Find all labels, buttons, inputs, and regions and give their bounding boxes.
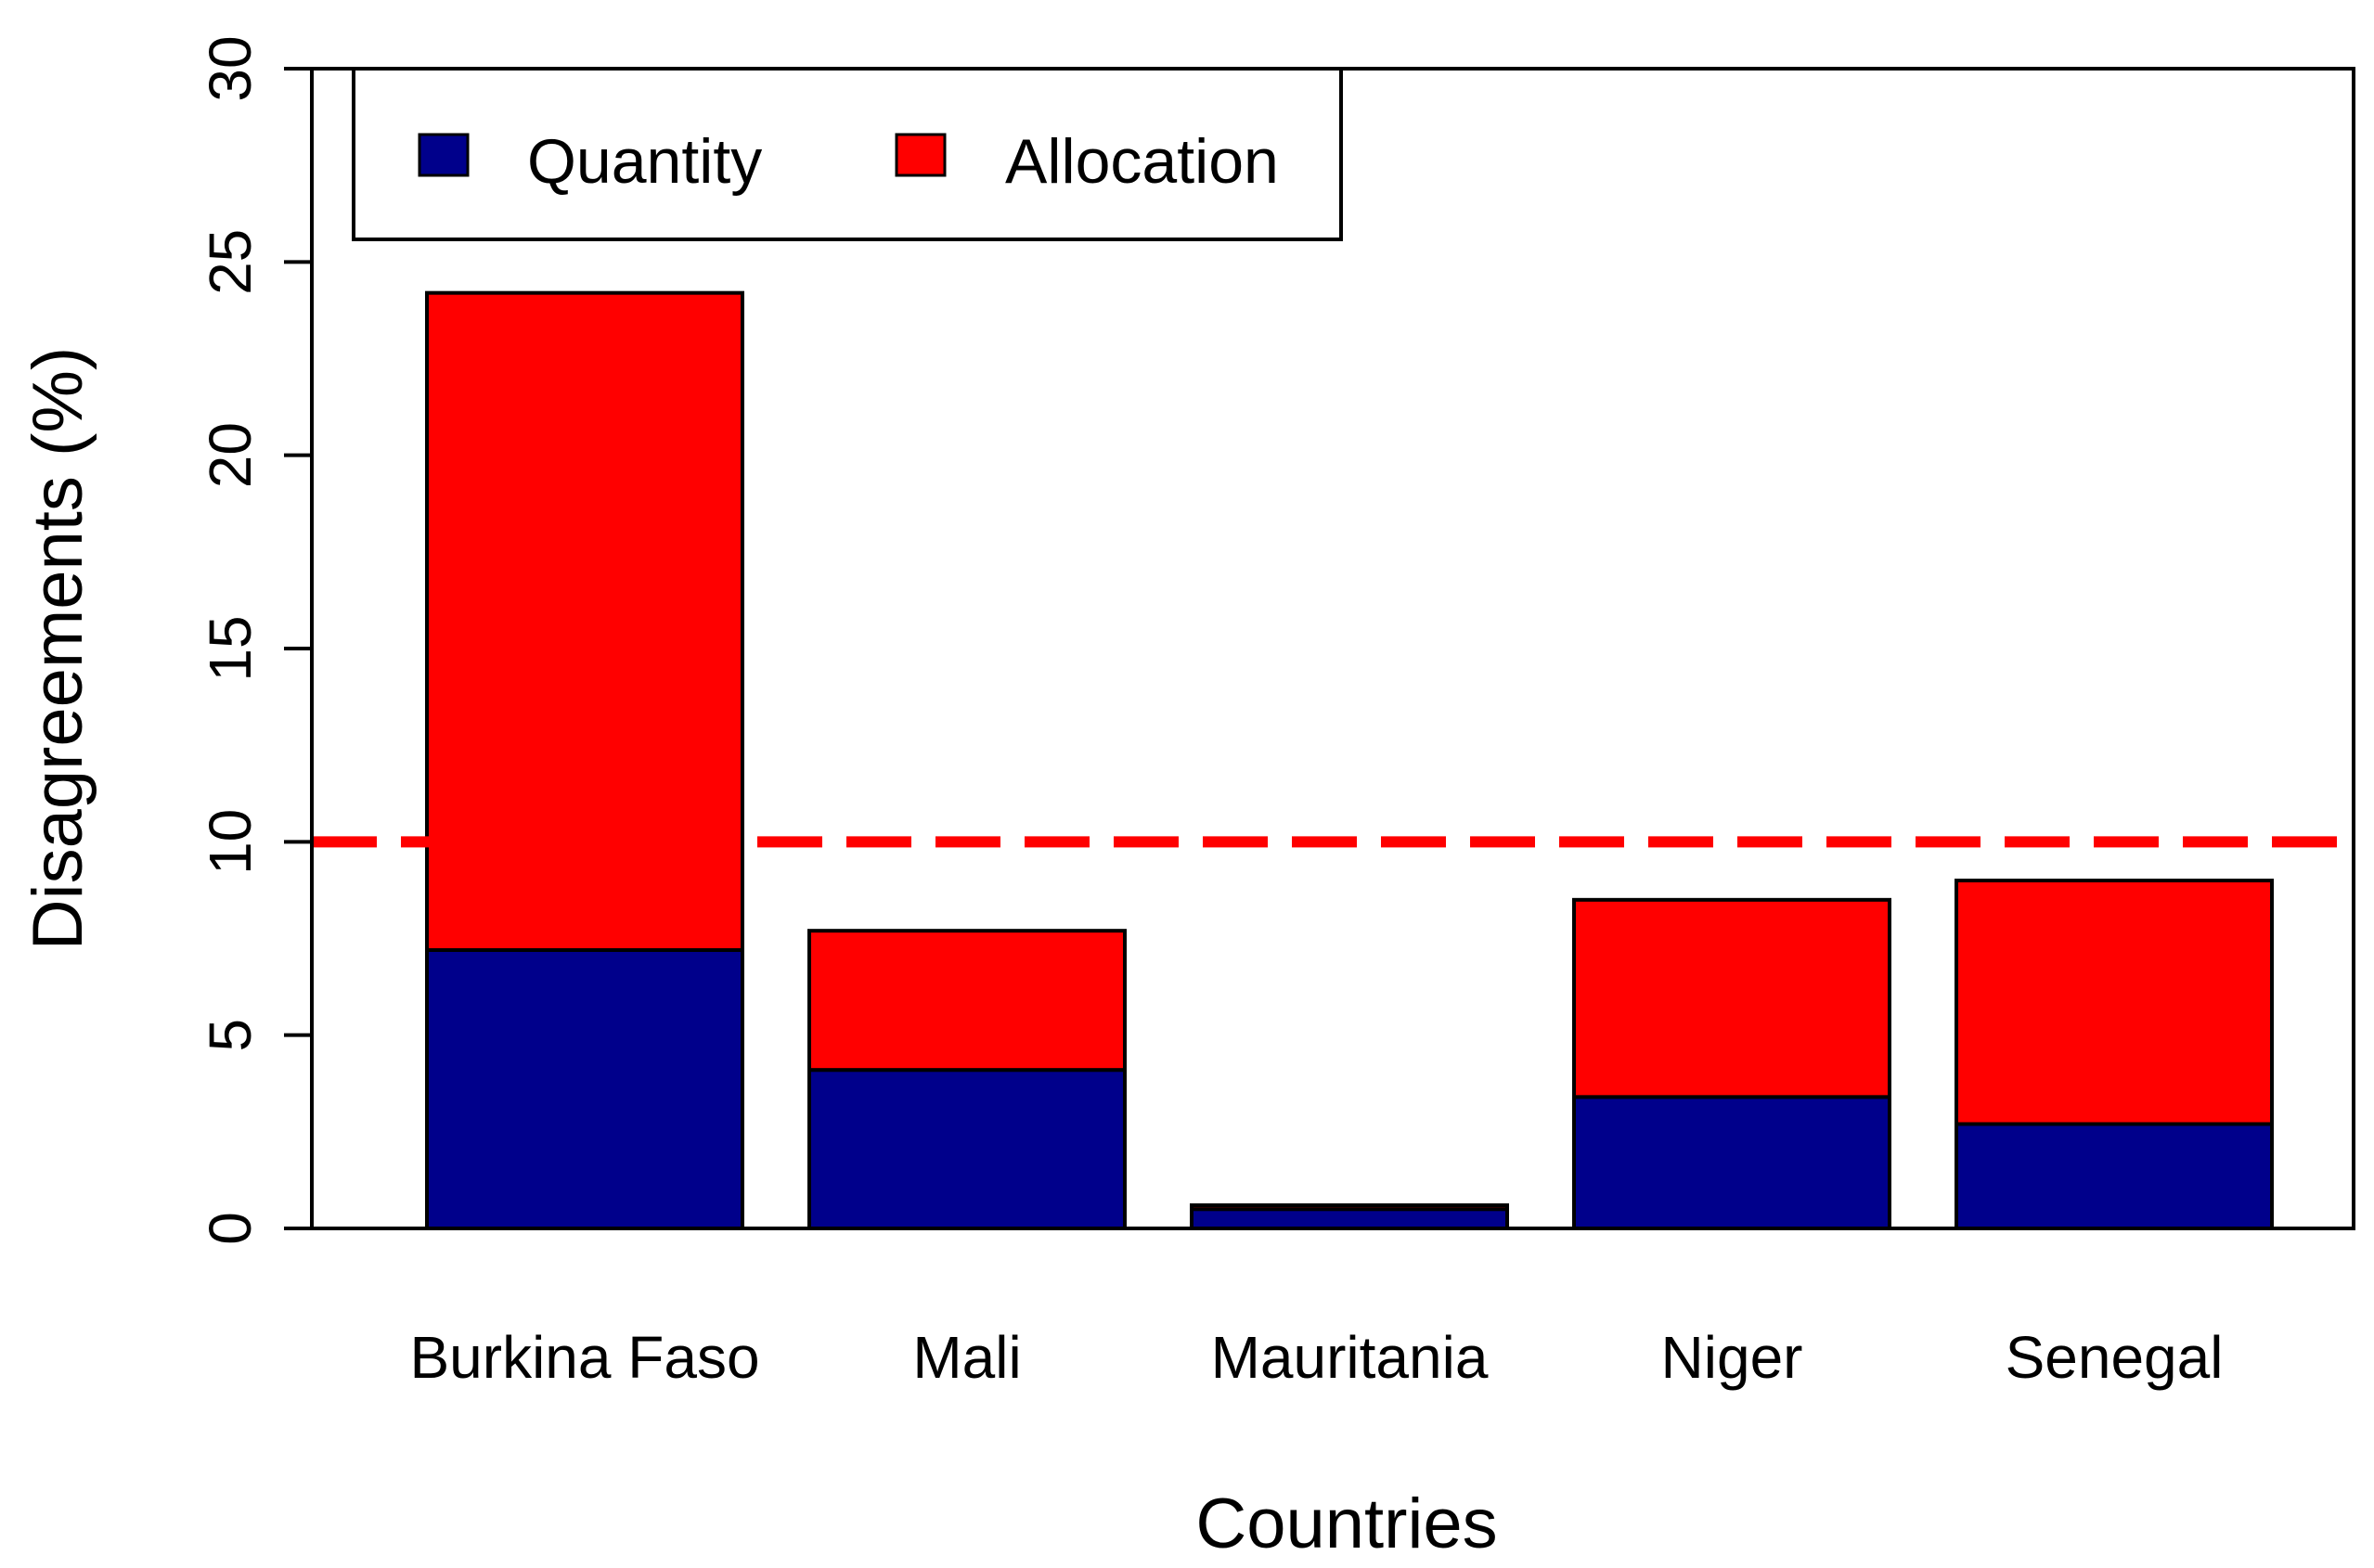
y-axis-title: Disagreements (%) xyxy=(19,347,97,950)
bar-quantity-niger xyxy=(1572,1095,1891,1231)
bar-allocation-mali xyxy=(807,929,1127,1073)
bars-layer xyxy=(425,290,2274,1231)
x-tick-label: Senegal xyxy=(2006,1324,2224,1391)
y-tick-label: 20 xyxy=(197,422,264,488)
bar-quantity-burkina-faso xyxy=(425,948,744,1230)
y-tick-label: 30 xyxy=(197,35,264,101)
legend-label-quantity: Quantity xyxy=(527,126,762,197)
legend-label-allocation: Allocation xyxy=(1005,126,1279,197)
legend-swatch-quantity xyxy=(418,133,470,177)
y-tick-label: 0 xyxy=(197,1212,264,1245)
x-axis: Burkina Faso Mali Mauritania Niger Senegal xyxy=(409,1324,2223,1391)
y-tick-label: 5 xyxy=(197,1019,264,1052)
y-tick-label: 15 xyxy=(197,615,264,681)
legend: Quantity Allocation xyxy=(352,67,1343,241)
x-tick-label: Mali xyxy=(912,1324,1021,1391)
y-tick-label: 10 xyxy=(197,809,264,875)
bar-allocation-niger xyxy=(1572,897,1891,1099)
bar-allocation-burkina-faso xyxy=(425,290,744,952)
legend-swatch-allocation xyxy=(895,133,947,177)
x-axis-title: Countries xyxy=(1195,1484,1497,1563)
y-axis: 0 5 10 15 20 25 30 xyxy=(197,35,312,1245)
bar-quantity-mali xyxy=(807,1068,1127,1230)
bar-allocation-senegal xyxy=(1955,879,2274,1126)
bar-quantity-mauritania xyxy=(1190,1207,1509,1230)
x-tick-label: Burkina Faso xyxy=(409,1324,759,1391)
y-tick-label: 25 xyxy=(197,229,264,295)
x-tick-label: Niger xyxy=(1661,1324,1803,1391)
x-tick-label: Mauritania xyxy=(1211,1324,1489,1391)
bar-allocation-mauritania xyxy=(1190,1203,1509,1212)
bar-quantity-senegal xyxy=(1955,1122,2274,1230)
legend-box xyxy=(352,67,1343,241)
